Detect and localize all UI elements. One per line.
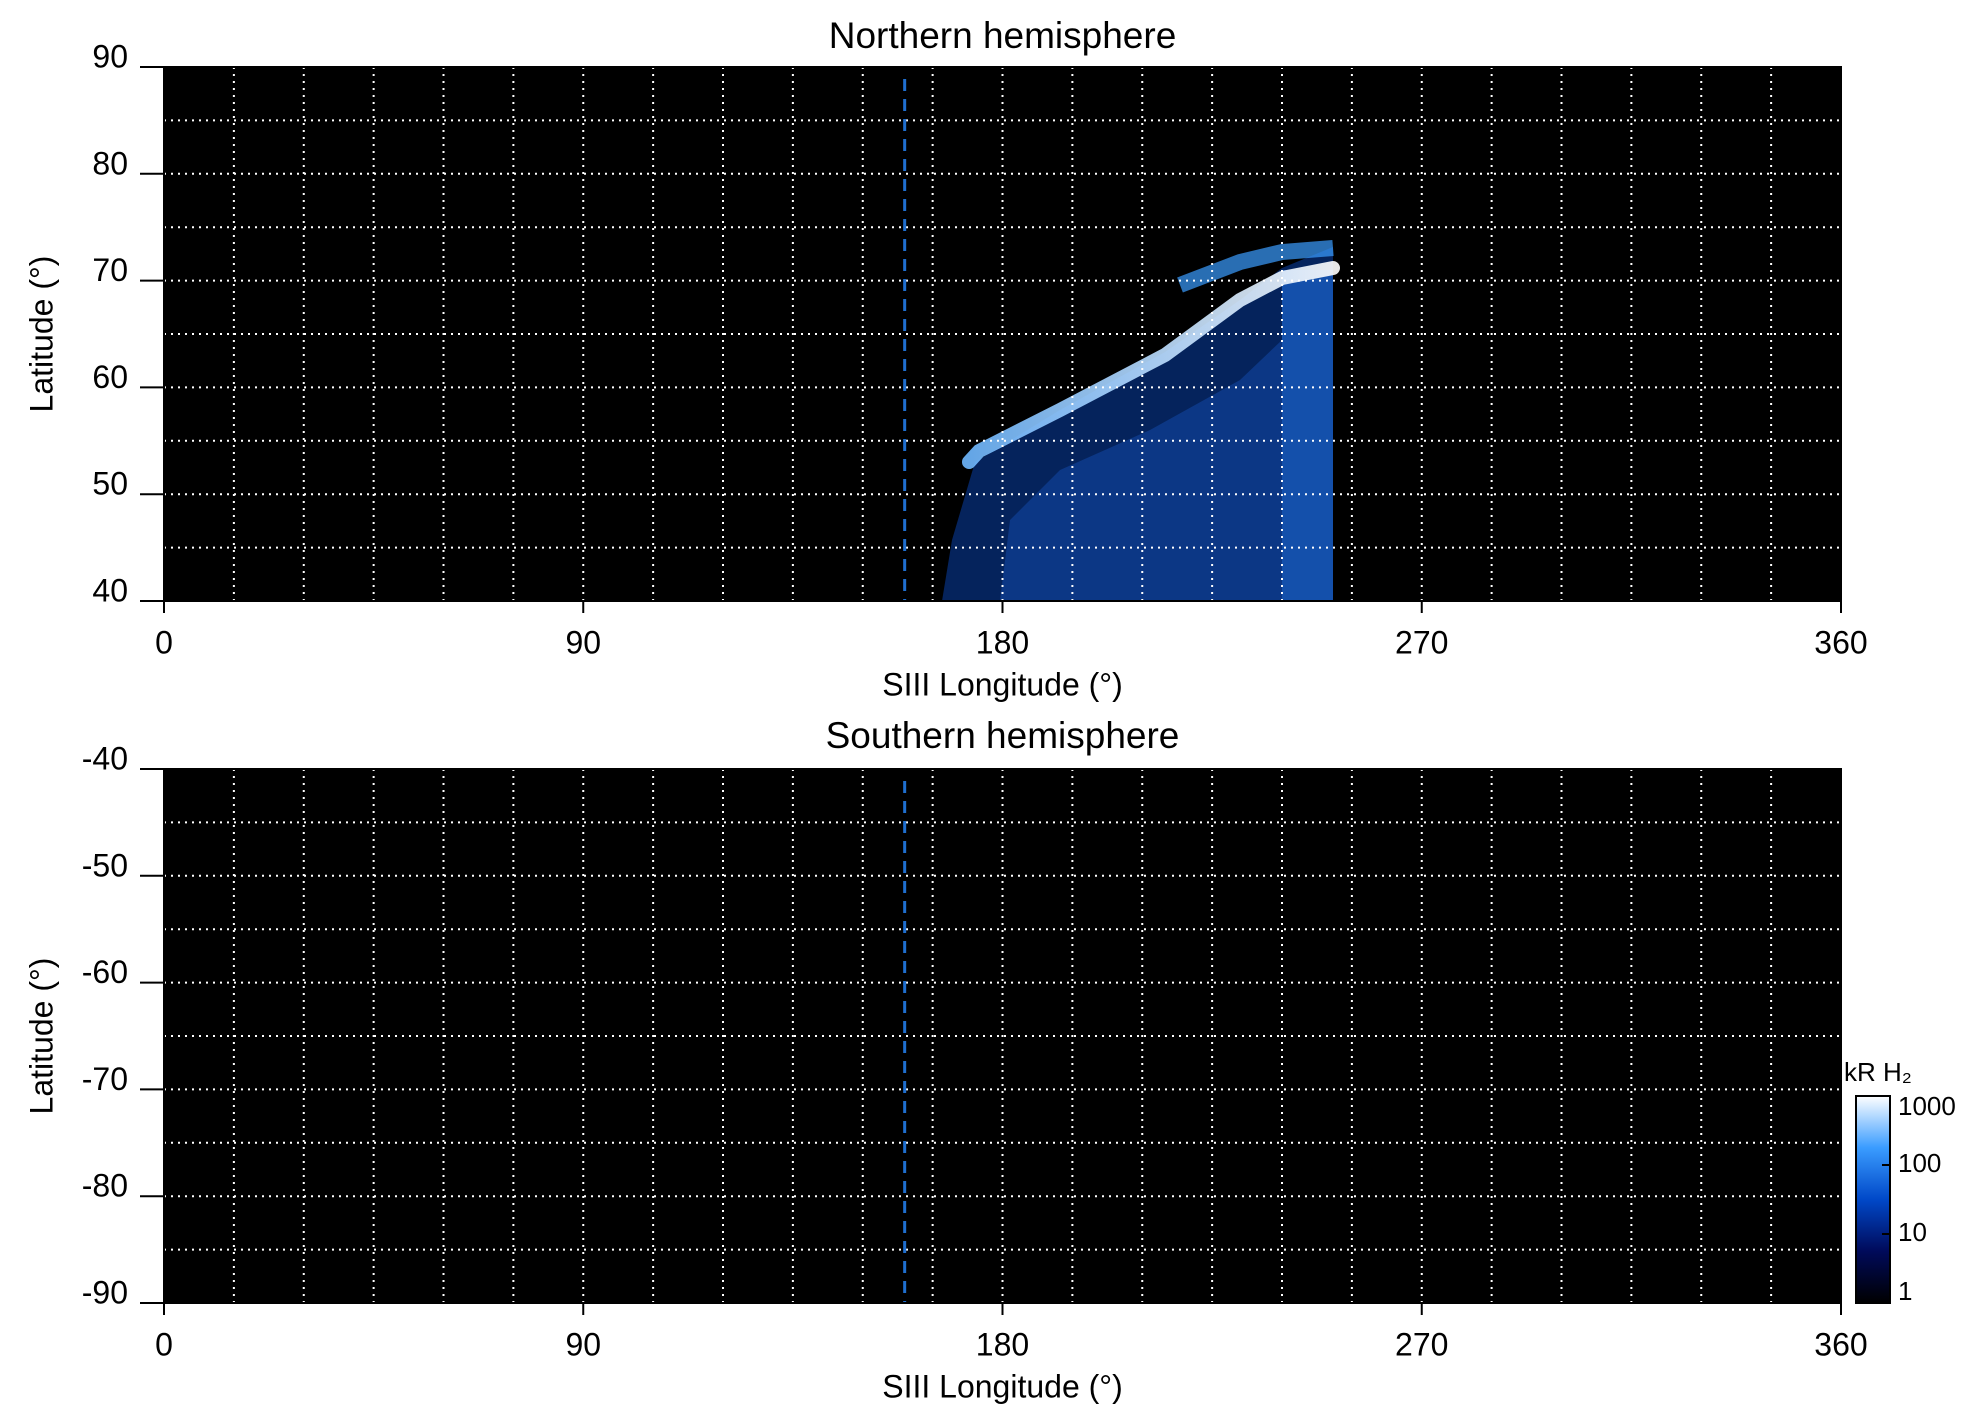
y-tick-label: -40 [82,740,128,776]
y-tick-label: -50 [82,847,128,883]
x-tick-label: 90 [565,624,601,660]
plot-frame [163,768,1842,1304]
colorbar-tick-label: 10 [1898,1217,1927,1247]
y-tick-label: -60 [82,954,128,990]
y-axis-label: Latitude (°) [23,958,59,1115]
y-tick-label: 70 [92,252,128,288]
y-tick-label: 80 [92,145,128,181]
x-tick-label: 0 [155,1326,173,1362]
x-tick-label: 270 [1395,1326,1448,1362]
panel-title: Southern hemisphere [826,715,1180,756]
x-tick-label: 90 [565,1326,601,1362]
panel-overlay: Southern hemisphere 0 90 180 270 360 -90 -80 -70… [23,715,1955,1405]
panel-overlay: Northern hemisphere 0 90 180 270 360 40 50 60 70 8… [23,15,1867,703]
y-tick-label: 40 [92,572,128,608]
y-tick-label: 50 [92,466,128,502]
x-axis-label: SIII Longitude (°) [882,1368,1122,1404]
y-axis-label: Latitude (°) [23,256,59,413]
colorbar-tick-label: 1000 [1898,1091,1956,1121]
colorbar [1855,1095,1891,1304]
x-tick-label: 180 [976,1326,1029,1362]
x-tick-label: 360 [1814,1326,1867,1362]
x-tick-label: 0 [155,624,173,660]
colorbar-tick-label: 1 [1898,1276,1912,1306]
panel-title: Northern hemisphere [829,15,1177,56]
colorbar-tick-label: 100 [1898,1148,1941,1178]
colorbar-label: kR H₂ [1844,1057,1912,1087]
x-tick-label: 360 [1814,624,1867,660]
y-tick-label: -70 [82,1061,128,1097]
x-axis-label: SIII Longitude (°) [882,666,1122,702]
plot-frame [163,66,1842,602]
y-tick-label: 60 [92,359,128,395]
x-tick-label: 270 [1395,624,1448,660]
y-tick-label: -80 [82,1168,128,1204]
y-tick-label: 90 [92,38,128,74]
x-tick-label: 180 [976,624,1029,660]
y-tick-label: -90 [82,1274,128,1310]
